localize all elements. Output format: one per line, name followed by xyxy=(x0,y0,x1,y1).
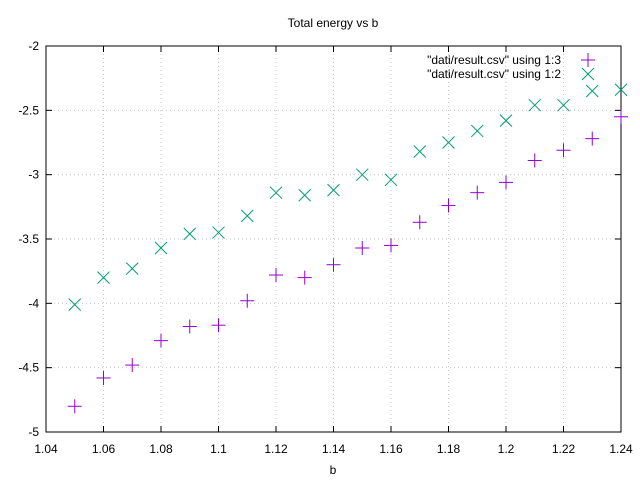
data-point-series-2 xyxy=(355,168,369,182)
data-point-series-1 xyxy=(470,185,485,200)
x-tick-label: 1.24 xyxy=(609,442,633,456)
x-tick-label: 1.18 xyxy=(437,442,461,456)
y-tick-label: -5 xyxy=(28,425,39,439)
data-point-series-1 xyxy=(499,175,513,190)
data-point-series-2 xyxy=(384,173,398,187)
data-point-series-2 xyxy=(557,98,570,112)
y-tick-label: -3.5 xyxy=(18,232,39,246)
data-point-series-2 xyxy=(68,298,82,311)
data-point-series-1 xyxy=(297,270,312,285)
plot-frame xyxy=(45,45,622,433)
data-point-series-2 xyxy=(442,136,455,149)
data-point-series-2 xyxy=(499,114,513,127)
x-tick-label: 1.12 xyxy=(264,442,288,456)
x-tick-label: 1.04 xyxy=(34,442,58,456)
data-point-series-1 xyxy=(412,215,427,230)
data-point-series-2 xyxy=(327,183,340,197)
chart-title: Total energy vs b xyxy=(288,16,379,30)
data-point-series-1 xyxy=(240,293,255,308)
legend: "dati/result.csv" using 1:3"dati/result.… xyxy=(427,53,595,81)
y-tick-label: -2.5 xyxy=(18,103,39,117)
legend-label: "dati/result.csv" using 1:3 xyxy=(427,53,561,67)
y-tick-label: -2 xyxy=(28,39,39,53)
data-point-series-1 xyxy=(585,131,600,146)
data-point-series-2 xyxy=(298,188,312,202)
y-tick-label: -4.5 xyxy=(18,361,39,375)
y-tick-label: -3 xyxy=(28,168,39,182)
x-tick-label: 1.06 xyxy=(92,442,116,456)
data-point-series-1 xyxy=(67,399,82,414)
y-tick-label: -4 xyxy=(28,296,39,310)
data-point-series-1 xyxy=(211,318,226,333)
data-point-series-1 xyxy=(96,370,111,385)
data-point-series-1 xyxy=(614,109,628,124)
data-point-series-1 xyxy=(182,319,197,334)
data-point-series-2 xyxy=(269,186,283,200)
x-tick-label: 1.08 xyxy=(149,442,173,456)
x-tick-label: 1.16 xyxy=(379,442,403,456)
data-point-series-1 xyxy=(355,241,370,256)
points-layer xyxy=(67,83,628,414)
data-point-series-1 xyxy=(441,198,456,213)
data-point-series-2 xyxy=(154,241,168,255)
data-point-series-2 xyxy=(470,124,484,138)
data-point-series-1 xyxy=(269,268,283,283)
data-point-series-2 xyxy=(614,83,628,97)
data-point-series-2 xyxy=(413,145,427,158)
tick-layer: 1.04 1.06 1.08 1.1 1.12 1.14 1.16 1.18 1.2 1.22 1.… xyxy=(18,39,633,456)
data-point-series-2 xyxy=(240,209,254,223)
data-point-series-2 xyxy=(125,262,139,275)
x-tick-label: 1.1 xyxy=(210,442,227,456)
data-point-series-1 xyxy=(556,143,571,158)
legend-marker xyxy=(581,67,595,81)
data-point-series-2 xyxy=(97,271,110,284)
legend-label: "dati/result.csv" using 1:2 xyxy=(427,67,561,81)
x-axis-label: b xyxy=(330,463,337,477)
legend-marker xyxy=(581,53,595,67)
x-tick-label: 1.14 xyxy=(322,442,346,456)
data-point-series-2 xyxy=(183,227,197,241)
data-point-series-1 xyxy=(527,153,542,168)
data-point-series-1 xyxy=(384,238,398,253)
data-point-series-1 xyxy=(326,257,341,272)
data-point-series-2 xyxy=(528,98,542,112)
x-tick-label: 1.2 xyxy=(498,442,515,456)
data-point-series-1 xyxy=(125,358,140,373)
data-point-series-2 xyxy=(585,84,599,98)
x-tick-label: 1.22 xyxy=(552,442,576,456)
grid-layer xyxy=(46,46,621,432)
data-point-series-2 xyxy=(212,226,225,239)
data-point-series-1 xyxy=(154,333,168,348)
